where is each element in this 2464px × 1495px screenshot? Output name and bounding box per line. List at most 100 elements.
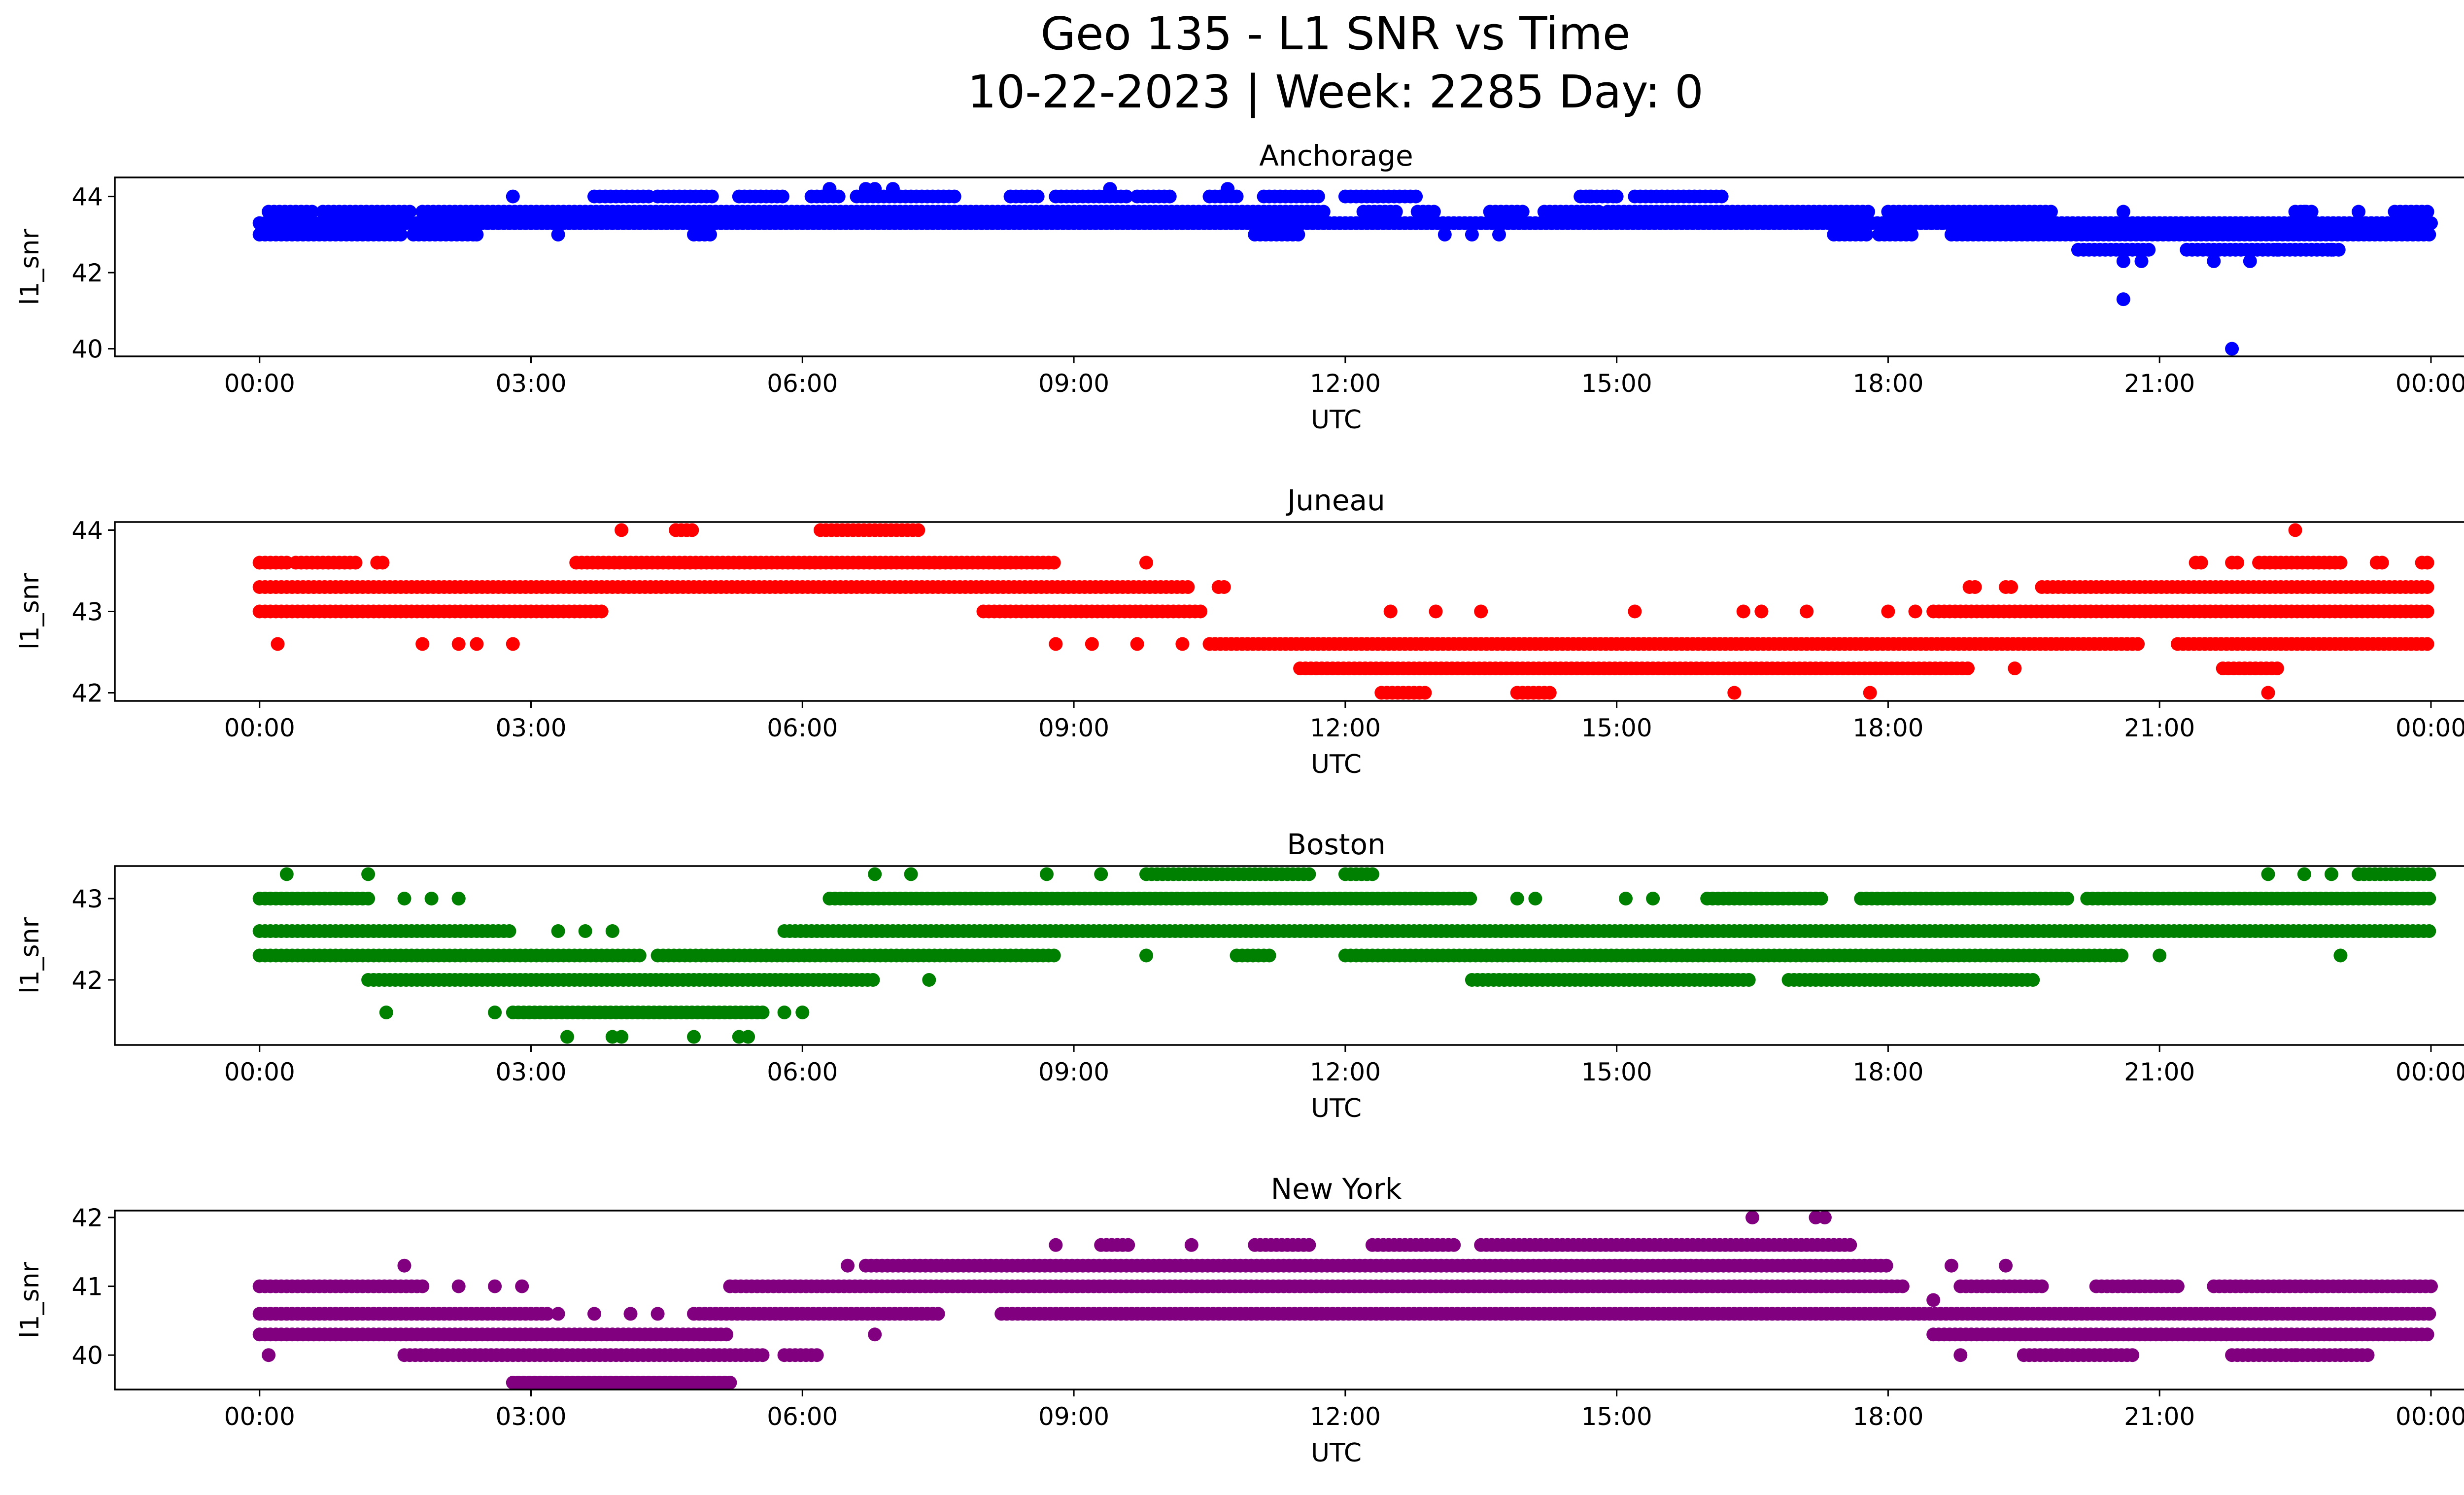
data-point (1961, 661, 1975, 675)
x-tick-label: 06:00 (767, 1058, 838, 1086)
x-tick-label: 21:00 (2124, 714, 2195, 742)
data-point (1030, 189, 1045, 204)
data-point (488, 1006, 502, 1019)
data-point (1736, 604, 1750, 619)
data-point (415, 637, 430, 651)
data-point (723, 1376, 737, 1390)
data-point (1814, 892, 1828, 905)
subplot-title: Anchorage (1259, 139, 1413, 173)
scatter-series (252, 1211, 2438, 1390)
scatter-series (252, 867, 2436, 1044)
data-point (2420, 1327, 2434, 1342)
data-point (1879, 1258, 1893, 1273)
data-point (2261, 867, 2275, 881)
axes-frame (114, 1210, 2464, 1391)
x-axis-label: UTC (1311, 405, 1362, 435)
data-point (719, 1327, 734, 1342)
data-point (2044, 205, 2058, 219)
data-point (1316, 205, 1331, 219)
data-point (1047, 948, 1061, 963)
data-point (1049, 1238, 1063, 1252)
x-tick-label: 00:00 (2396, 1402, 2464, 1431)
data-point (868, 182, 882, 196)
scatter-series (252, 523, 2434, 700)
data-point (841, 1258, 855, 1273)
data-point (403, 205, 417, 219)
data-point (2207, 254, 2221, 268)
data-point (506, 189, 520, 204)
data-point (866, 973, 880, 987)
data-point (2422, 1307, 2436, 1321)
data-point (1859, 227, 1874, 242)
x-tick-label: 06:00 (767, 1402, 838, 1431)
data-point (1542, 686, 1557, 700)
x-tick-label: 15:00 (1581, 1402, 1652, 1431)
data-point (931, 1307, 945, 1321)
data-point (2333, 556, 2348, 570)
data-point (810, 1348, 824, 1362)
data-point (1609, 189, 1624, 204)
data-point (488, 1279, 502, 1293)
data-point (904, 867, 918, 881)
x-tick-label: 09:00 (1038, 714, 1109, 742)
data-point (615, 1030, 629, 1044)
data-point (2225, 342, 2239, 356)
data-point (922, 973, 936, 987)
data-point (2288, 523, 2302, 537)
y-axis-label: l1_snr (15, 917, 45, 994)
y-axis-label: l1_snr (15, 1261, 45, 1338)
data-point (886, 182, 900, 196)
data-point (777, 1006, 791, 1019)
data-point (1817, 1211, 1832, 1224)
data-point (2420, 205, 2434, 219)
x-tick-label: 21:00 (2124, 1058, 2195, 1086)
data-point (1139, 556, 1153, 570)
data-point (1437, 227, 1452, 242)
data-point (1094, 867, 1108, 881)
data-point (305, 205, 319, 219)
data-point (1365, 867, 1379, 881)
data-point (1463, 892, 1477, 905)
data-point (551, 924, 565, 938)
data-point (1465, 227, 1479, 242)
data-point (1049, 637, 1063, 651)
x-axis-label: UTC (1311, 1438, 1362, 1468)
data-point (1999, 1258, 2013, 1273)
data-point (348, 556, 363, 570)
data-point (2035, 1279, 2049, 1293)
y-tick-label: 42 (71, 679, 103, 708)
data-point (1262, 948, 1276, 963)
data-point (2424, 216, 2438, 230)
data-point (2422, 227, 2436, 242)
y-tick-label: 41 (71, 1273, 103, 1301)
data-point (1745, 1211, 1759, 1224)
data-point (506, 637, 520, 651)
x-tick-label: 21:00 (2124, 369, 2195, 398)
y-axis-label: l1_snr (15, 228, 45, 305)
x-tick-label: 18:00 (1852, 1402, 1923, 1431)
data-point (1582, 189, 1597, 204)
data-point (1221, 182, 1235, 196)
x-tick-label: 15:00 (1581, 714, 1652, 742)
subplot-title: Boston (1287, 828, 1385, 861)
x-tick-label: 21:00 (2124, 1402, 2195, 1431)
data-point (2422, 924, 2436, 938)
data-point (868, 867, 882, 881)
data-point (2026, 973, 2040, 987)
data-point (262, 1348, 276, 1362)
x-tick-label: 00:00 (2396, 1058, 2464, 1086)
data-point (1130, 637, 1144, 651)
y-axis-label: l1_snr (15, 573, 45, 650)
y-tick-label: 43 (71, 598, 103, 626)
data-point (1895, 1279, 1910, 1293)
data-point (1047, 556, 1061, 570)
data-point (2116, 205, 2130, 219)
data-point (911, 523, 925, 537)
data-point (2125, 1348, 2140, 1362)
x-tick-label: 12:00 (1310, 369, 1381, 398)
data-point (615, 523, 629, 537)
data-point (2297, 867, 2311, 881)
axes-frame (114, 865, 2464, 1046)
data-point (451, 637, 466, 651)
data-point (1843, 1238, 1857, 1252)
